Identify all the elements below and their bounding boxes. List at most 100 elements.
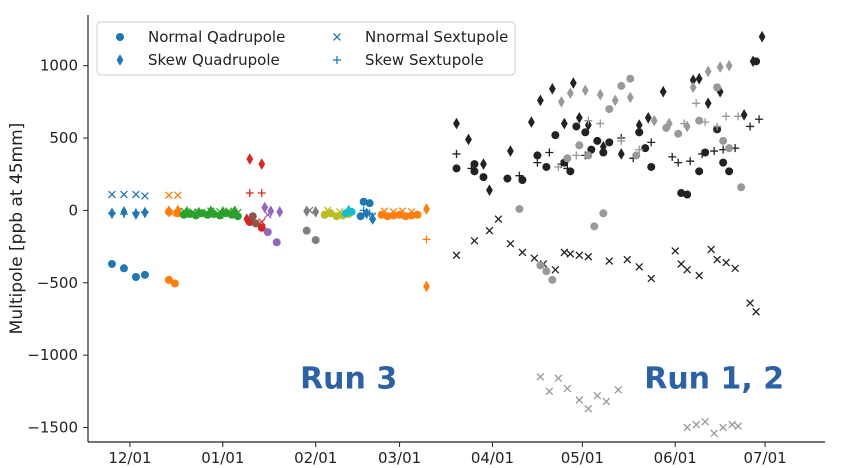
data-point-plus [257, 189, 266, 198]
data-point-circle [542, 162, 551, 171]
data-point-x [551, 265, 560, 274]
data-point-circle [359, 197, 368, 206]
data-point-x [734, 422, 742, 430]
data-point-diamond [243, 213, 251, 225]
data-point-diamond [246, 153, 254, 165]
x-tick-label: 04/01 [471, 449, 514, 467]
data-point-diamond [695, 72, 703, 85]
data-point-plus [533, 158, 542, 167]
data-point-diamond [644, 111, 652, 124]
x-tick-label: 02/01 [294, 449, 337, 467]
data-point-x [701, 417, 710, 426]
data-point-circle [584, 151, 593, 160]
data-point-diamond [557, 96, 565, 108]
data-point-x [305, 206, 314, 215]
data-point-x [566, 249, 575, 258]
run-label: Run 1, 2 [644, 361, 784, 396]
data-point-plus [245, 189, 254, 198]
legend-label: Skew Quadrupole [148, 51, 280, 69]
data-point-diamond [575, 111, 583, 124]
data-point-circle [164, 275, 173, 284]
data-point-x [398, 207, 407, 215]
data-point-diamond [611, 94, 619, 107]
data-point-circle [641, 144, 650, 153]
data-point-circle [626, 74, 635, 83]
data-point-x [120, 190, 128, 199]
data-point-plus [701, 118, 710, 127]
data-point-plus [746, 122, 755, 131]
data-point-x [132, 190, 140, 199]
data-point-plus [119, 210, 128, 219]
data-point-plus [698, 149, 707, 158]
run-label: Run 3 [300, 361, 397, 396]
data-point-x [165, 191, 173, 200]
data-point-diamond [303, 205, 311, 217]
data-point-diamond [596, 88, 604, 101]
legend-marker-circle [116, 33, 124, 41]
data-point-x [746, 299, 754, 307]
data-point-circle [518, 176, 527, 185]
data-point-plus [107, 209, 116, 218]
data-point-x [188, 207, 197, 216]
data-point-x [380, 207, 389, 215]
data-point-x [752, 307, 760, 316]
x-tick-label: 06/01 [654, 449, 697, 467]
data-point-diamond [566, 87, 574, 99]
data-point-circle [617, 81, 626, 90]
data-point-x [710, 429, 719, 438]
data-point-x [707, 245, 716, 254]
data-point-plus [422, 235, 431, 244]
data-point-plus [572, 151, 581, 160]
data-point-circle [599, 209, 608, 218]
data-point-circle [320, 210, 329, 219]
x-tick-label: 03/01 [378, 449, 421, 467]
data-point-plus [359, 206, 368, 215]
data-point-x [683, 423, 692, 432]
legend: Normal Qadrupole Skew Quadrupole Nnormal S… [96, 21, 516, 76]
data-point-circle [695, 116, 704, 125]
data-point-plus [200, 210, 209, 219]
legend-label: Nnormal Sextupole [365, 28, 508, 46]
data-point-diamond [207, 205, 215, 217]
data-point-x [584, 252, 593, 261]
data-point-diamond [276, 206, 284, 218]
data-point-circle [677, 189, 686, 198]
data-point-x [584, 404, 593, 413]
data-point-x [554, 374, 563, 383]
data-point-plus [515, 171, 524, 180]
data-point-circle [140, 270, 149, 279]
data-point-circle [470, 160, 479, 169]
y-axis-title: Multipole [ppb at 45mm] [7, 123, 27, 335]
data-point-x [485, 226, 494, 235]
data-point-circle [683, 190, 692, 199]
legend-label: Normal Qadrupole [148, 28, 285, 46]
data-point-diamond [345, 204, 353, 217]
y-tick-label: −1500 [27, 419, 78, 437]
data-point-plus [734, 112, 743, 121]
data-point-circle [401, 212, 410, 221]
data-point-circle [383, 212, 392, 221]
data-point-x [692, 420, 701, 429]
data-point-diamond [650, 114, 658, 127]
data-point-plus [692, 99, 701, 108]
data-point-circle [170, 279, 179, 288]
data-point-x [108, 190, 116, 199]
data-point-circle [737, 183, 746, 192]
data-point-x [575, 396, 584, 404]
legend-marker-diamond [116, 54, 124, 66]
data-point-diamond [527, 116, 535, 128]
data-point-x [494, 215, 503, 223]
data-point-x [683, 265, 692, 274]
data-point-diamond [689, 74, 697, 86]
data-point-diamond [704, 65, 712, 78]
run-annotations: Run 3 Run 1, 2 [300, 361, 784, 396]
data-point-plus [617, 136, 626, 145]
data-point-x [470, 236, 479, 245]
legend-marker-x [333, 33, 341, 41]
data-point-diamond [635, 119, 643, 131]
x-tick-label: 07/01 [743, 449, 786, 467]
data-point-x [695, 271, 704, 280]
data-point-plus [647, 138, 656, 147]
data-point-diamond [465, 133, 472, 146]
